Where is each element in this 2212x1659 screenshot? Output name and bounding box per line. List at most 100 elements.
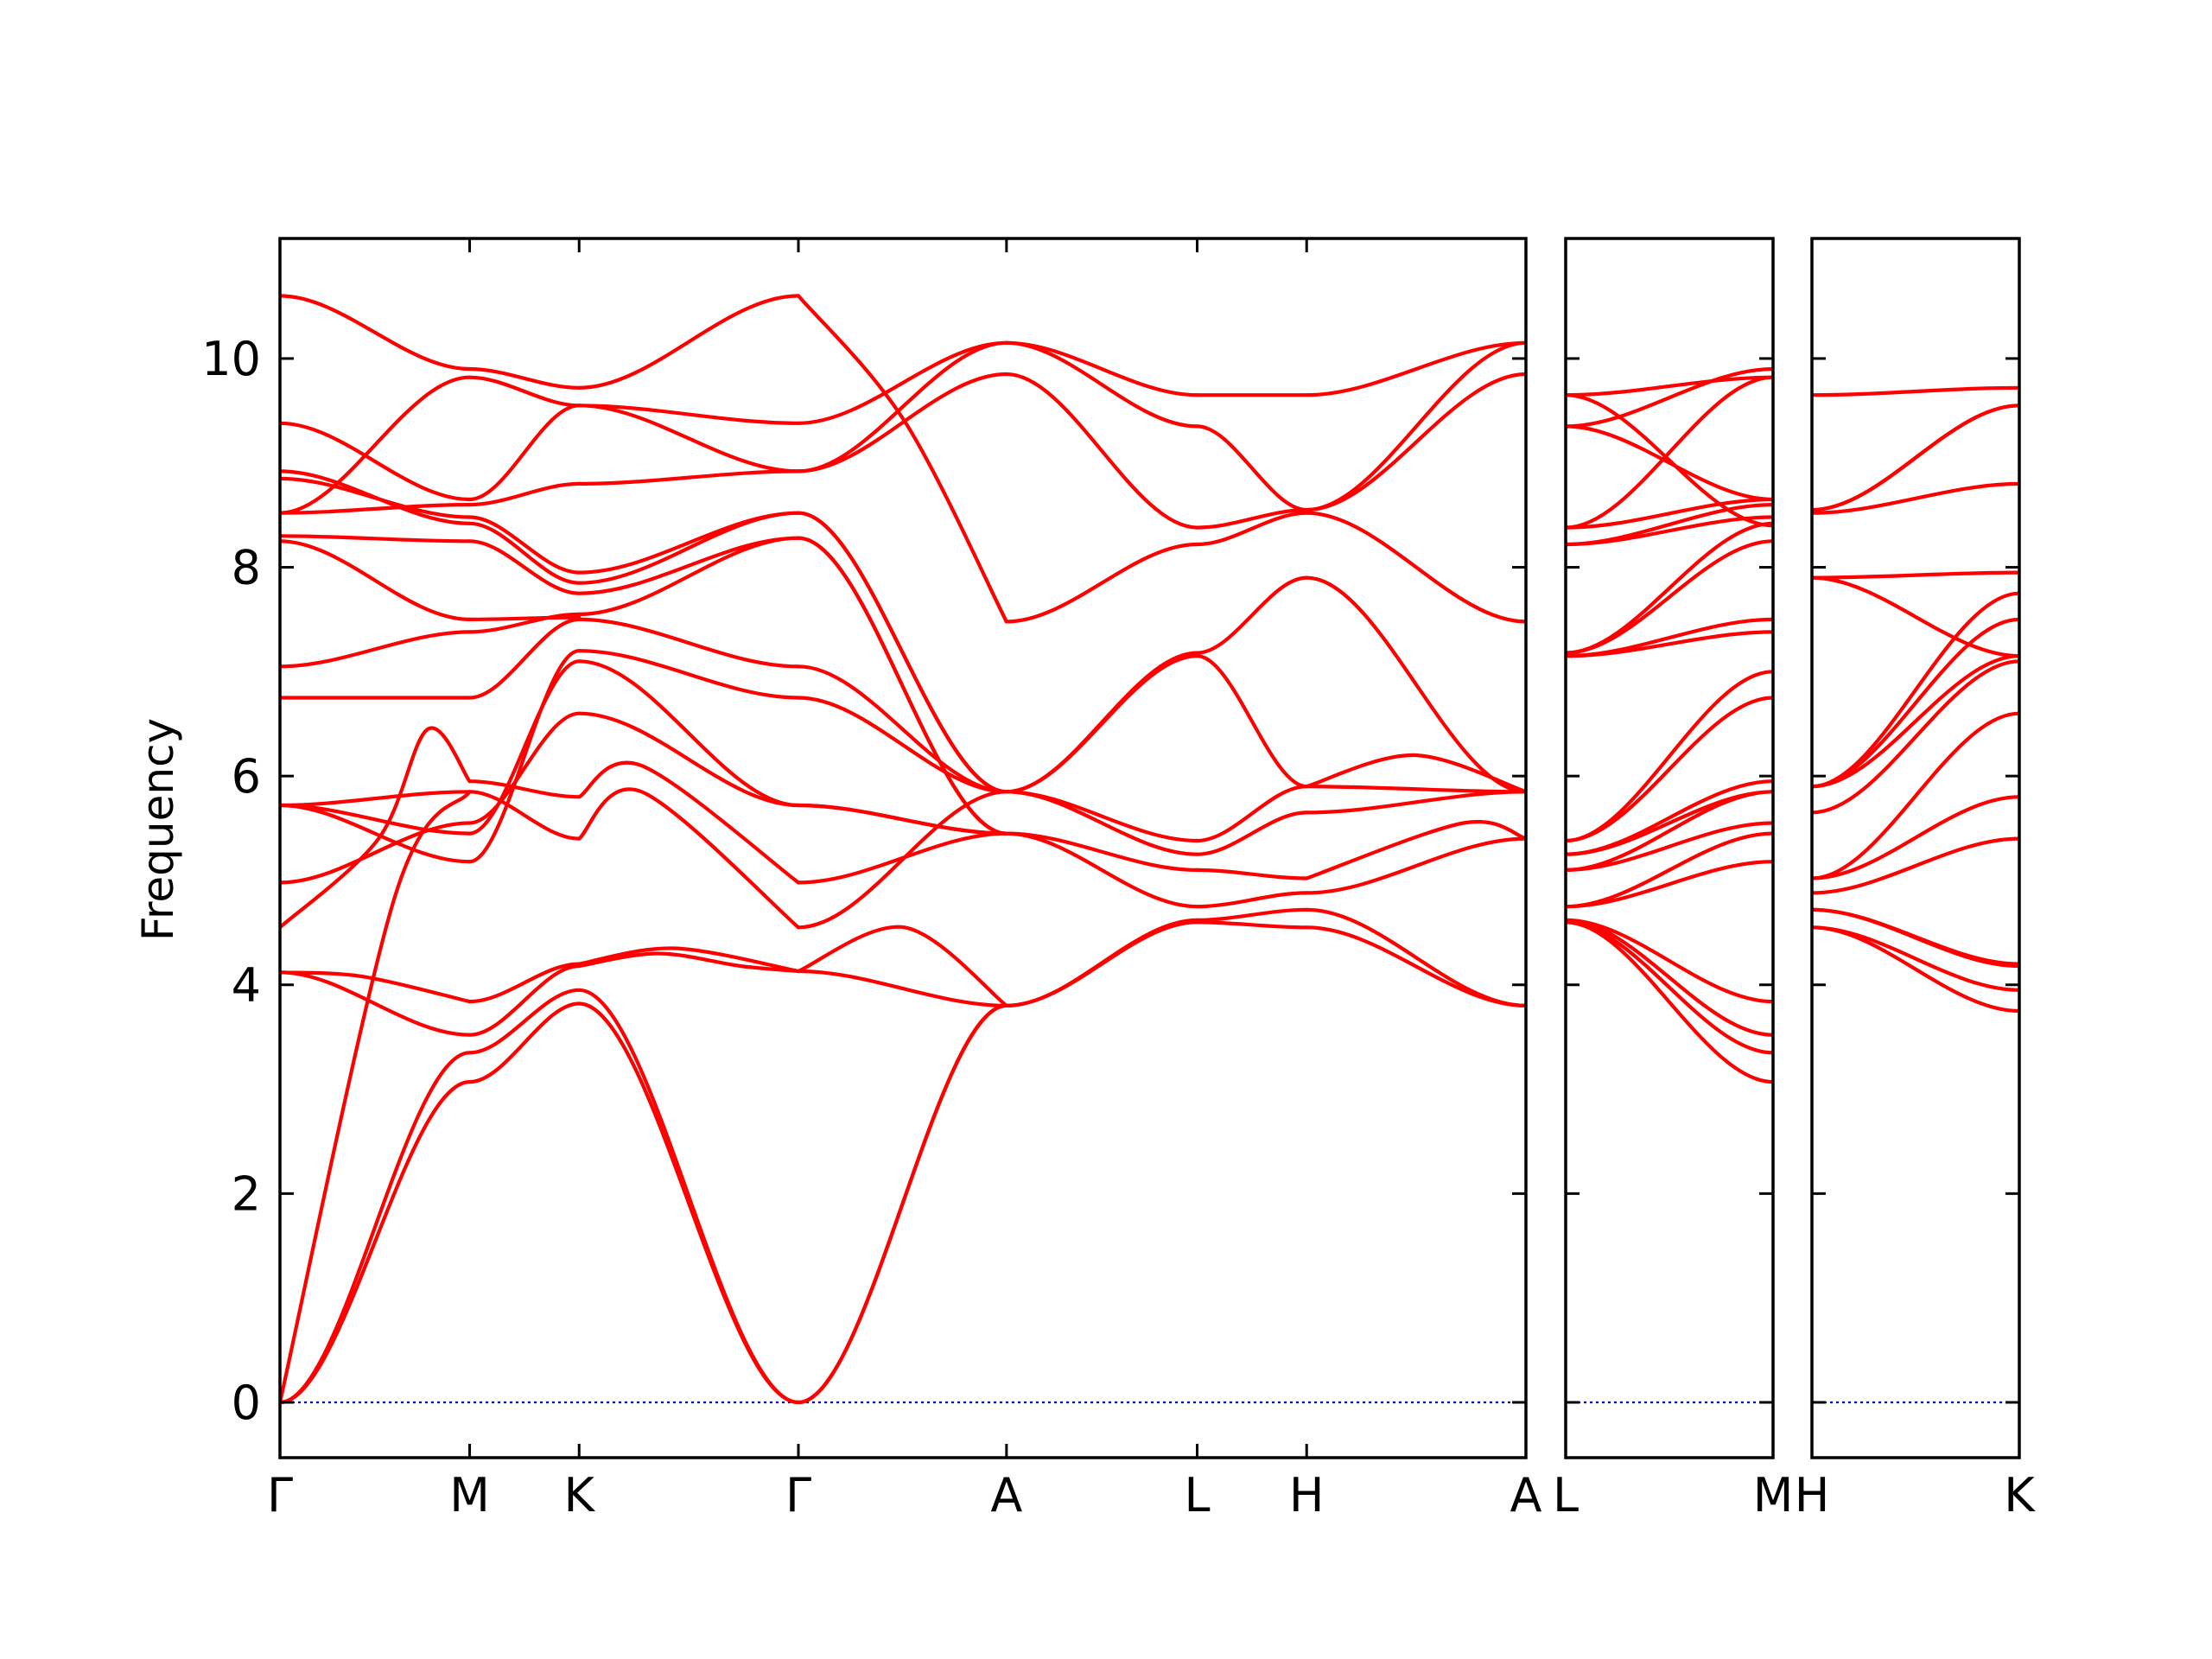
band-line [280, 294, 472, 372]
band-line [280, 726, 472, 930]
band-line [1305, 575, 1526, 794]
band-line [280, 503, 472, 515]
band-line [577, 760, 801, 885]
band-line [796, 511, 1008, 794]
band-line [1305, 907, 1526, 1007]
band-line [467, 375, 582, 408]
x-tick-label: M [449, 1468, 490, 1522]
band-line [1195, 920, 1309, 930]
y-tick-label: 6 [232, 749, 261, 804]
band-line [1305, 372, 1526, 512]
band-line [1305, 785, 1526, 794]
panel-3-bands [1812, 385, 2019, 1404]
x-tick-label: K [564, 1468, 596, 1522]
band-line [467, 1001, 582, 1084]
band-line [280, 534, 472, 543]
band-line [1566, 670, 1773, 843]
band-line [577, 511, 801, 575]
band-line [1812, 385, 2019, 397]
band-line [467, 404, 582, 502]
band-line [796, 696, 1008, 794]
x-tick-label: H [1795, 1468, 1830, 1522]
band-line [467, 659, 582, 836]
band-line [796, 1003, 1008, 1405]
band-line [796, 803, 1008, 836]
band-line [1004, 918, 1199, 1007]
band-line [1566, 918, 1773, 1004]
band-line [1566, 503, 1773, 547]
band-line [1812, 654, 2019, 789]
band-line [1812, 659, 2019, 815]
band-line [1305, 925, 1526, 1007]
band-line [796, 664, 1008, 794]
band-line [1566, 920, 1773, 1055]
band-line [1305, 790, 1526, 815]
band-line [1566, 375, 1773, 530]
band-line [577, 649, 801, 700]
band-line [467, 617, 582, 700]
band-line [467, 988, 582, 1055]
band-line [577, 951, 801, 974]
band-line [1195, 868, 1309, 880]
band-line [577, 946, 801, 974]
y-tick-label: 4 [232, 958, 261, 1013]
band-line [1566, 920, 1773, 1084]
band-line [1566, 393, 1773, 528]
band-line [1305, 511, 1526, 624]
y-tick-label: 10 [201, 332, 261, 386]
band-line [280, 970, 472, 1037]
band-line [577, 659, 801, 808]
band-line [1195, 575, 1309, 655]
band-line [577, 988, 801, 1405]
y-tick-label: 0 [232, 1376, 261, 1430]
band-line [467, 521, 582, 585]
band-line [796, 340, 1008, 425]
band-line [1812, 795, 2019, 880]
band-line [467, 711, 582, 825]
band-line [467, 649, 582, 864]
band-line [467, 790, 582, 841]
y-tick-label: 2 [232, 1166, 261, 1221]
band-line [1305, 340, 1526, 397]
band-line [577, 511, 801, 585]
band-line [577, 617, 801, 669]
band-line [577, 711, 801, 808]
band-line [467, 481, 582, 507]
band-line [1305, 836, 1526, 895]
band-line [280, 1080, 472, 1405]
band-line [1305, 819, 1526, 880]
band-line [467, 779, 582, 799]
band-line [1812, 925, 2019, 1014]
panel-2-bands [1566, 366, 1773, 1404]
band-line [467, 366, 582, 390]
band-line [577, 404, 801, 425]
band-line [467, 962, 582, 1004]
x-tick-label: A [1510, 1468, 1542, 1522]
x-tick-label: H [1289, 1468, 1325, 1522]
band-line [796, 372, 1008, 474]
band-line [1305, 753, 1526, 794]
band-line [1195, 654, 1309, 789]
band-line [280, 539, 472, 621]
x-tick-label: Γ [785, 1468, 811, 1522]
band-line [280, 821, 472, 885]
band-line [467, 615, 582, 621]
band-line [796, 294, 1008, 624]
band-line [1812, 591, 2019, 789]
x-tick-label: A [990, 1468, 1022, 1522]
band-line [1195, 891, 1309, 909]
band-line [1566, 366, 1773, 429]
band-line [1812, 570, 2019, 580]
band-line [1305, 340, 1526, 512]
band-line [280, 469, 472, 525]
x-tick-label: M [1753, 1468, 1794, 1522]
band-line [1812, 836, 2019, 895]
band-line [467, 539, 582, 595]
band-line [577, 294, 801, 390]
band-line [280, 375, 472, 515]
band-line [1004, 790, 1199, 843]
band-line [577, 787, 801, 930]
band-line [1812, 711, 2019, 880]
band-line [467, 963, 582, 1037]
